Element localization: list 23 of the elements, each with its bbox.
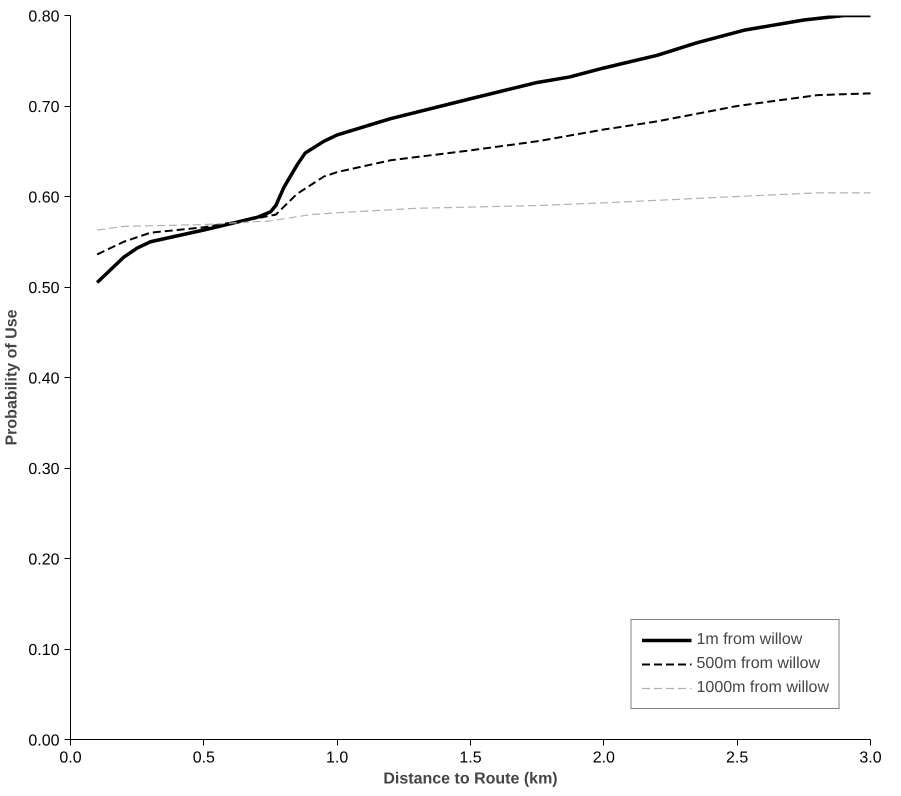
x-tick-label: 1.0 bbox=[326, 750, 348, 766]
y-tick-label: 0.80 bbox=[28, 8, 60, 26]
legend-label: 1m from willow bbox=[696, 631, 802, 649]
x-tick-label: 2.0 bbox=[592, 750, 616, 766]
x-axis-title: Distance to Route (km) bbox=[383, 770, 558, 788]
line-series bbox=[95, 16, 870, 284]
y-tick-label: 0.50 bbox=[28, 280, 60, 297]
line-series bbox=[96, 192, 870, 231]
x-tick-label: 2.5 bbox=[726, 750, 748, 766]
y-tick-label: 0.70 bbox=[28, 99, 60, 116]
x-tick-label: 0.5 bbox=[192, 750, 216, 766]
x-tick-label: 0.0 bbox=[59, 750, 82, 766]
y-tick-label: 0.00 bbox=[28, 732, 60, 750]
x-tick-label: 3.0 bbox=[859, 750, 882, 766]
x-tick-label: 1.5 bbox=[459, 750, 482, 766]
y-tick-label: 0.60 bbox=[28, 190, 60, 206]
legend-label: 500m from willow bbox=[696, 655, 820, 673]
y-tick-label: 0.20 bbox=[28, 552, 60, 568]
y-axis-title: Probability of Use bbox=[3, 309, 20, 446]
y-tick-label: 0.10 bbox=[28, 642, 60, 659]
y-tick-label: 0.30 bbox=[28, 461, 60, 478]
legend-label: 1000m from willow bbox=[696, 679, 829, 697]
y-tick-label: 0.40 bbox=[28, 370, 60, 388]
